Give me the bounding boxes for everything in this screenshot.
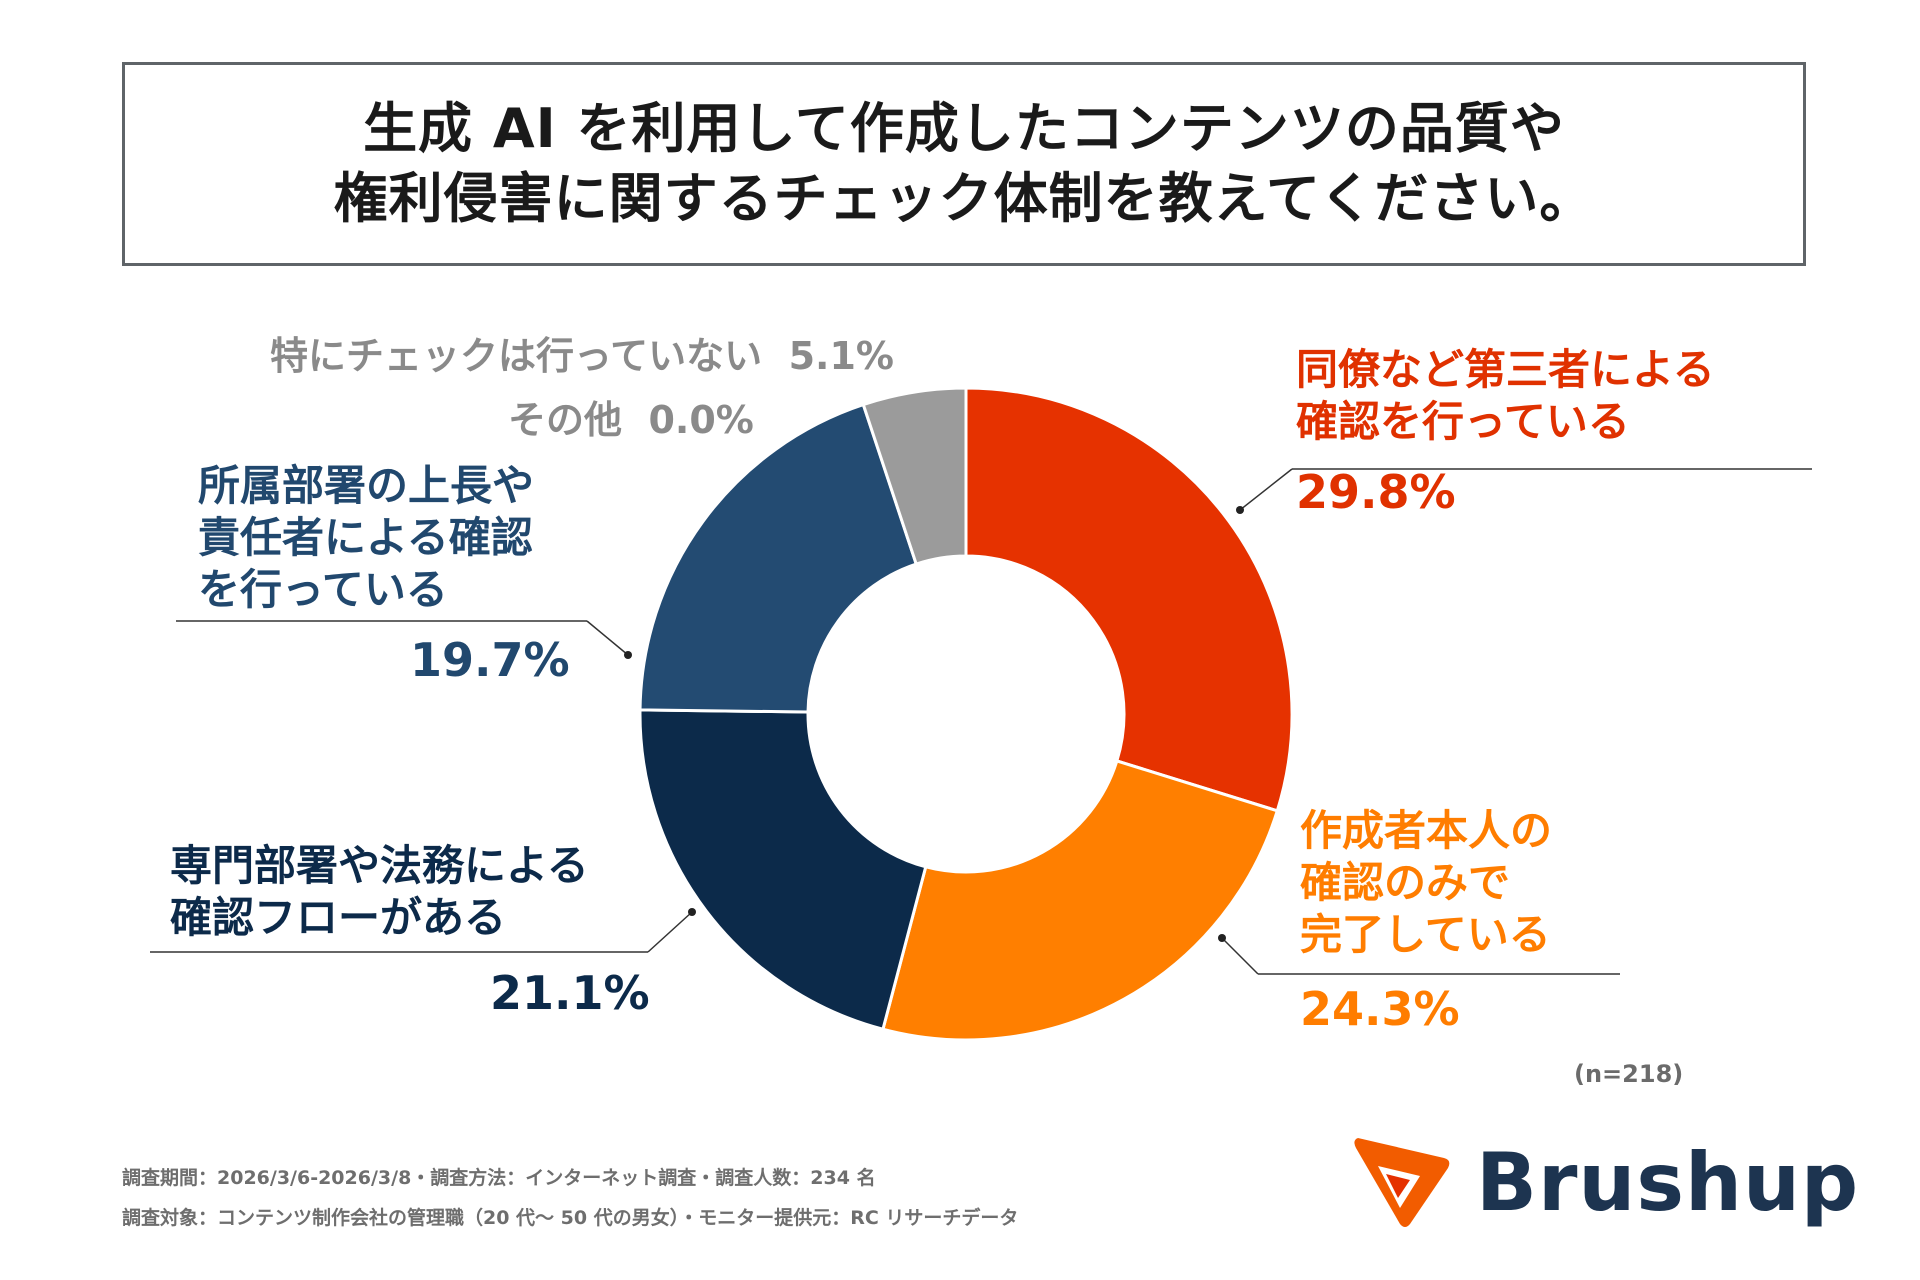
slice-peer (964, 386, 1294, 813)
brushup-logo: Brushup (1348, 1132, 1859, 1232)
slice-legal (638, 708, 928, 1032)
label-boss-line3: を行っている (198, 565, 448, 614)
sample-size: (n=218) (1574, 1060, 1684, 1088)
title-box: 生成 AI を利用して作成したコンテンツの品質や 権利侵害に関するチェック体制を… (122, 62, 1806, 266)
label-peer: 同僚など第三者による 確認を行っている 29.8% (1296, 344, 1715, 520)
leader-dot-self (1218, 934, 1226, 942)
label-other-text: その他 (508, 398, 623, 442)
label-legal-value: 21.1% (490, 965, 650, 1021)
label-boss-value-text: 19.7% (410, 633, 570, 687)
brushup-logo-text: Brushup (1476, 1135, 1860, 1229)
footer-line-2: 調査対象：コンテンツ制作会社の管理職（20 代～ 50 代の男女）・モニター提供… (122, 1207, 1019, 1229)
leader-line-boss-diag (586, 620, 629, 656)
leader-line-legal-diag (647, 911, 693, 953)
slice-self (881, 759, 1280, 1042)
leader-line-peer-diag (1239, 468, 1293, 511)
label-peer-value: 29.8% (1296, 465, 1456, 519)
brushup-logo-icon (1354, 1138, 1450, 1227)
leader-dot-boss (624, 651, 632, 659)
label-legal-line1: 専門部署や法務による (170, 841, 589, 890)
leader-dot-legal (688, 908, 696, 916)
label-boss-value: 19.7% (410, 632, 570, 688)
label-none: 特にチェックは行っていない 5.1% (270, 330, 894, 382)
title-line-1: 生成 AI を利用して作成したコンテンツの品質や (363, 96, 1565, 160)
label-self-line2: 確認のみで (1300, 858, 1511, 907)
label-none-value: 5.1% (788, 334, 894, 378)
label-self-value: 24.3% (1300, 982, 1460, 1036)
label-legal-value-text: 21.1% (490, 966, 650, 1020)
label-none-text: 特にチェックは行っていない (270, 334, 763, 378)
label-boss-line2: 責任者による確認 (198, 513, 533, 562)
label-peer-line1: 同僚など第三者による (1296, 345, 1715, 394)
label-legal: 専門部署や法務による 確認フローがある (170, 840, 589, 944)
title-line-2: 権利侵害に関するチェック体制を教えてください。 (333, 167, 1595, 230)
label-self: 作成者本人の 確認のみで 完了している 24.3% (1300, 805, 1552, 1037)
label-peer-line2: 確認を行っている (1296, 397, 1630, 446)
label-other-value: 0.0% (648, 398, 754, 442)
footer-line-1: 調査期間：2026/3/6-2026/3/8・調査方法：インターネット調査・調査… (122, 1167, 876, 1189)
leader-line-self-diag (1221, 937, 1259, 975)
label-boss-line1: 所属部署の上長や (198, 461, 535, 510)
label-legal-line2: 確認フローがある (170, 893, 507, 942)
leader-dot-peer (1236, 506, 1244, 514)
label-other: その他 0.0% (508, 394, 754, 446)
label-self-line3: 完了している (1300, 910, 1551, 959)
label-self-line1: 作成者本人の (1300, 806, 1553, 855)
slice-boss (638, 402, 919, 714)
slice-none (861, 386, 968, 566)
label-boss: 所属部署の上長や 責任者による確認 を行っている (198, 460, 534, 616)
